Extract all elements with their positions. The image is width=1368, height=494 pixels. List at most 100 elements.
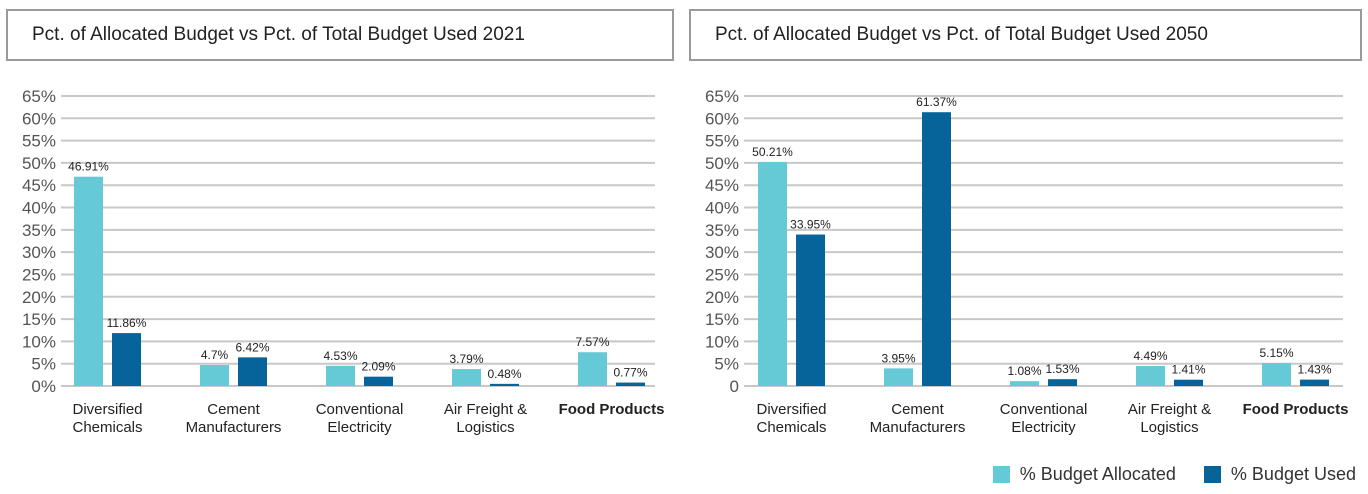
bar-allocated xyxy=(1262,363,1291,386)
y-tick-label: 50% xyxy=(705,154,739,173)
x-category-label: Diversified Chemicals xyxy=(72,401,142,436)
y-tick-label: 35% xyxy=(705,221,739,240)
x-category-label: Food Products xyxy=(559,401,665,418)
y-tick-label: 60% xyxy=(705,109,739,128)
x-category-label-line: Manufacturers xyxy=(186,419,282,436)
y-tick-label: 20% xyxy=(22,288,56,307)
x-category-label-line: Logistics xyxy=(1140,419,1198,436)
y-tick-label: 65% xyxy=(22,87,56,106)
x-category-label-line: Conventional xyxy=(1000,401,1088,418)
data-label: 1.08% xyxy=(1007,364,1041,378)
y-tick-label: 45% xyxy=(22,176,56,195)
x-category-label: Air Freight & Logistics xyxy=(444,401,527,436)
y-tick-label: 60% xyxy=(22,109,56,128)
x-category-label-line: Manufacturers xyxy=(870,419,966,436)
bar-chart-2021: 0% 5% 10% 15% 20% 25% 30% 35% 40% 45% 50% 55% 60% 65%… xyxy=(22,87,665,436)
data-label: 50.21% xyxy=(752,145,793,159)
data-label: 61.37% xyxy=(916,95,957,109)
x-category-label-line: Conventional xyxy=(316,401,404,418)
legend-item-allocated: % Budget Allocated xyxy=(992,464,1176,485)
bar-allocated xyxy=(200,365,229,386)
y-tick-label: 0 xyxy=(730,377,739,396)
data-label: 1.53% xyxy=(1045,362,1079,376)
bar-used xyxy=(238,357,267,386)
data-label: 1.41% xyxy=(1171,363,1205,377)
data-label: 4.53% xyxy=(323,349,357,363)
bar-chart-2050: 0 5% 10% 15% 20% 25% 30% 35% 40% 45% 50% 55% 60% 65% 5… xyxy=(705,87,1349,436)
legend-swatch-allocated xyxy=(992,466,1010,483)
bar-allocated xyxy=(578,352,607,386)
y-tick-label: 50% xyxy=(22,154,56,173)
y-tick-label: 55% xyxy=(705,132,739,151)
y-tick-label: 40% xyxy=(22,199,56,218)
data-label: 11.86% xyxy=(107,316,147,330)
bar-used xyxy=(490,383,519,386)
data-label: 1.43% xyxy=(1297,363,1331,377)
bar-allocated xyxy=(326,365,355,386)
y-tick-label: 45% xyxy=(705,176,739,195)
bar-used xyxy=(1048,379,1077,386)
x-category-label-line: Diversified xyxy=(72,401,142,418)
data-label: 4.7% xyxy=(201,348,229,362)
x-category-label-line: Diversified xyxy=(756,401,826,418)
y-tick-label: 5% xyxy=(714,355,739,374)
bar-allocated xyxy=(452,369,481,386)
x-category-label-line: Cement xyxy=(891,401,944,418)
bar-allocated xyxy=(758,161,787,386)
x-category-label: Cement Manufacturers xyxy=(870,401,966,436)
data-label: 6.42% xyxy=(235,340,269,354)
y-tick-label: 25% xyxy=(705,265,739,284)
x-category-label-line: Cement xyxy=(207,401,260,418)
x-category-label-line: Electricity xyxy=(327,419,392,436)
data-label: 0.77% xyxy=(613,366,647,380)
legend-item-used: % Budget Used xyxy=(1203,464,1356,485)
x-category-label: Conventional Electricity xyxy=(316,401,404,436)
bar-used xyxy=(1300,379,1329,386)
y-tick-label: 10% xyxy=(22,332,56,351)
data-label: 33.95% xyxy=(790,218,831,232)
x-category-label: Cement Manufacturers xyxy=(186,401,282,436)
x-category-label-line: Logistics xyxy=(456,419,514,436)
bar-allocated xyxy=(884,368,913,386)
data-label: 3.79% xyxy=(449,352,483,366)
y-tick-label: 40% xyxy=(705,199,739,218)
x-category-label-line: Chemicals xyxy=(72,419,142,436)
y-tick-label: 0% xyxy=(31,377,56,396)
x-category-label-line: Food Products xyxy=(1243,401,1349,418)
bar-allocated xyxy=(1010,381,1039,386)
bar-allocated xyxy=(1136,365,1165,386)
y-tick-label: 30% xyxy=(705,243,739,262)
y-tick-label: 5% xyxy=(31,355,56,374)
bar-used xyxy=(364,376,393,386)
data-label: 46.91% xyxy=(68,160,109,174)
x-category-label-line: Air Freight & xyxy=(1128,401,1211,418)
legend-label-used: % Budget Used xyxy=(1230,464,1356,484)
legend-swatch-used xyxy=(1203,466,1221,483)
x-category-label: Diversified Chemicals xyxy=(756,401,826,436)
y-tick-label: 10% xyxy=(705,332,739,351)
y-tick-label: 15% xyxy=(705,310,739,329)
x-category-label-line: Electricity xyxy=(1011,419,1076,436)
y-tick-label: 30% xyxy=(22,243,56,262)
chart-legend: % Budget Allocated % Budget Used xyxy=(992,464,1356,485)
bar-used xyxy=(1174,379,1203,386)
bar-used xyxy=(616,382,645,386)
y-tick-label: 25% xyxy=(22,265,56,284)
data-label: 5.15% xyxy=(1259,346,1293,360)
legend-label-allocated: % Budget Allocated xyxy=(1019,464,1176,484)
bar-used xyxy=(922,112,951,387)
chart-title-2050: Pct. of Allocated Budget vs Pct. of Tota… xyxy=(689,9,1362,61)
x-category-label-line: Food Products xyxy=(559,401,665,418)
y-tick-label: 35% xyxy=(22,221,56,240)
y-tick-label: 20% xyxy=(705,288,739,307)
data-label: 0.48% xyxy=(487,367,521,381)
y-tick-label: 55% xyxy=(22,132,56,151)
chart-title-2021: Pct. of Allocated Budget vs Pct. of Tota… xyxy=(6,9,674,61)
data-label: 7.57% xyxy=(575,335,609,349)
bar-allocated xyxy=(74,176,103,386)
y-tick-label: 15% xyxy=(22,310,56,329)
data-label: 4.49% xyxy=(1133,349,1167,363)
x-category-label-line: Chemicals xyxy=(756,419,826,436)
x-category-label: Air Freight & Logistics xyxy=(1128,401,1211,436)
bar-used xyxy=(796,234,825,386)
